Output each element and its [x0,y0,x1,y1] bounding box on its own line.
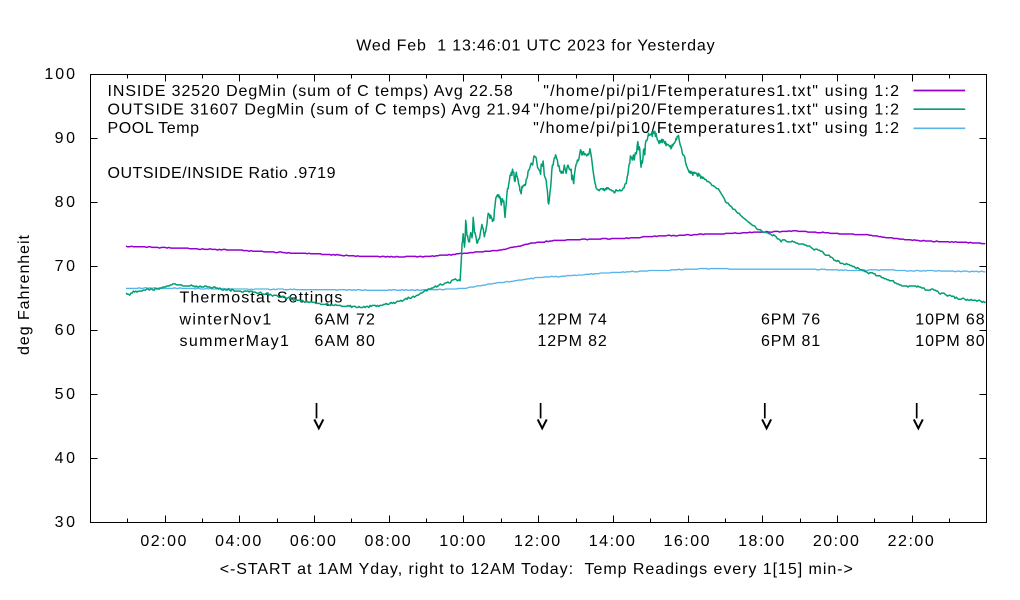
svg-text:Wed Feb 1 13:46:01 UTC 2023 f: Wed Feb 1 13:46:01 UTC 2023 for Yesterda… [356,38,714,55]
svg-text:6AM 80: 6AM 80 [315,333,375,350]
svg-text:20:00: 20:00 [813,533,859,550]
svg-text:16:00: 16:00 [663,533,709,550]
svg-text:10PM 68: 10PM 68 [915,312,984,329]
svg-text:"/home/pi/pi20/Ftemperatures1.: "/home/pi/pi20/Ftemperatures1.txt" using… [533,102,899,119]
svg-text:06:00: 06:00 [290,533,336,550]
svg-text:<-START at 1AM Yday, right to: <-START at 1AM Yday, right to 12AM Today… [220,561,853,578]
svg-text:Thermostat Settings: Thermostat Settings [180,289,343,306]
svg-text:14:00: 14:00 [589,533,635,550]
svg-text:04:00: 04:00 [215,533,261,550]
svg-text:6PM 76: 6PM 76 [761,312,820,329]
svg-text:12PM 82: 12PM 82 [538,333,607,350]
svg-text:"/home/pi/pi1/Ftemperatures1.t: "/home/pi/pi1/Ftemperatures1.txt" using … [543,83,899,100]
svg-text:12PM 74: 12PM 74 [538,312,607,329]
svg-text:100: 100 [44,66,75,83]
svg-text:OUTSIDE 31607 DegMin (sum of C: OUTSIDE 31607 DegMin (sum of C temps) Av… [108,102,531,119]
svg-text:6PM 81: 6PM 81 [761,333,820,350]
svg-text:10:00: 10:00 [439,533,485,550]
svg-text:18:00: 18:00 [738,533,784,550]
svg-text:10PM 80: 10PM 80 [915,333,984,350]
svg-text:INSIDE 32520 DegMin (sum of C: INSIDE 32520 DegMin (sum of C temps) Avg… [108,83,513,100]
svg-text:deg Fahrenheit: deg Fahrenheit [16,235,33,355]
svg-text:6AM 72: 6AM 72 [315,312,375,329]
svg-text:summerMay1: summerMay1 [180,333,289,350]
svg-text:OUTSIDE/INSIDE Ratio .9719: OUTSIDE/INSIDE Ratio .9719 [108,165,336,182]
svg-text:02:00: 02:00 [140,533,186,550]
svg-text:POOL Temp: POOL Temp [108,120,200,137]
svg-text:winterNov1: winterNov1 [179,312,272,329]
svg-text:12:00: 12:00 [514,533,560,550]
svg-text:08:00: 08:00 [365,533,411,550]
svg-text:22:00: 22:00 [888,533,934,550]
svg-text:"/home/pi/pi10/Ftemperatures1.: "/home/pi/pi10/Ftemperatures1.txt" using… [533,120,899,137]
